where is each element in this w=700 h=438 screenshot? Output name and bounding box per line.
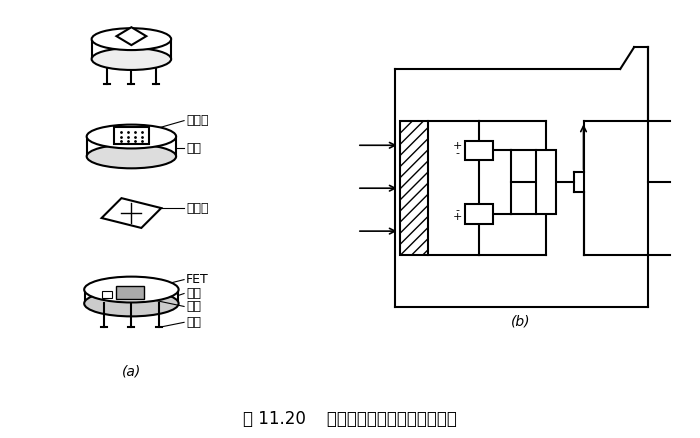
Text: 管座: 管座 [186, 287, 201, 300]
Text: 管帽: 管帽 [186, 142, 201, 155]
Bar [536, 150, 556, 214]
Text: 图 11.20    热释电人体红外传感器的结构: 图 11.20 热释电人体红外传感器的结构 [243, 410, 457, 428]
Bar [400, 121, 428, 255]
Text: 敏感元: 敏感元 [186, 201, 209, 215]
Text: +: + [453, 212, 462, 222]
Bar [116, 286, 144, 300]
Ellipse shape [84, 277, 178, 303]
Polygon shape [116, 27, 146, 45]
Text: -: - [455, 148, 459, 159]
Ellipse shape [87, 145, 176, 168]
Bar [113, 127, 149, 145]
Polygon shape [102, 198, 161, 228]
Text: 滤光片: 滤光片 [186, 114, 209, 127]
Text: 引线: 引线 [186, 316, 201, 329]
Text: (b): (b) [511, 314, 531, 328]
Text: FET: FET [186, 273, 209, 286]
Ellipse shape [92, 28, 171, 50]
Text: 高阻: 高阻 [186, 300, 201, 313]
Text: (a): (a) [122, 364, 141, 378]
Ellipse shape [92, 48, 171, 70]
Bar [466, 204, 493, 224]
Text: +: + [453, 141, 462, 152]
Ellipse shape [84, 290, 178, 316]
Text: -: - [455, 205, 459, 215]
Ellipse shape [87, 124, 176, 148]
Bar [102, 290, 111, 298]
Bar [466, 141, 493, 160]
